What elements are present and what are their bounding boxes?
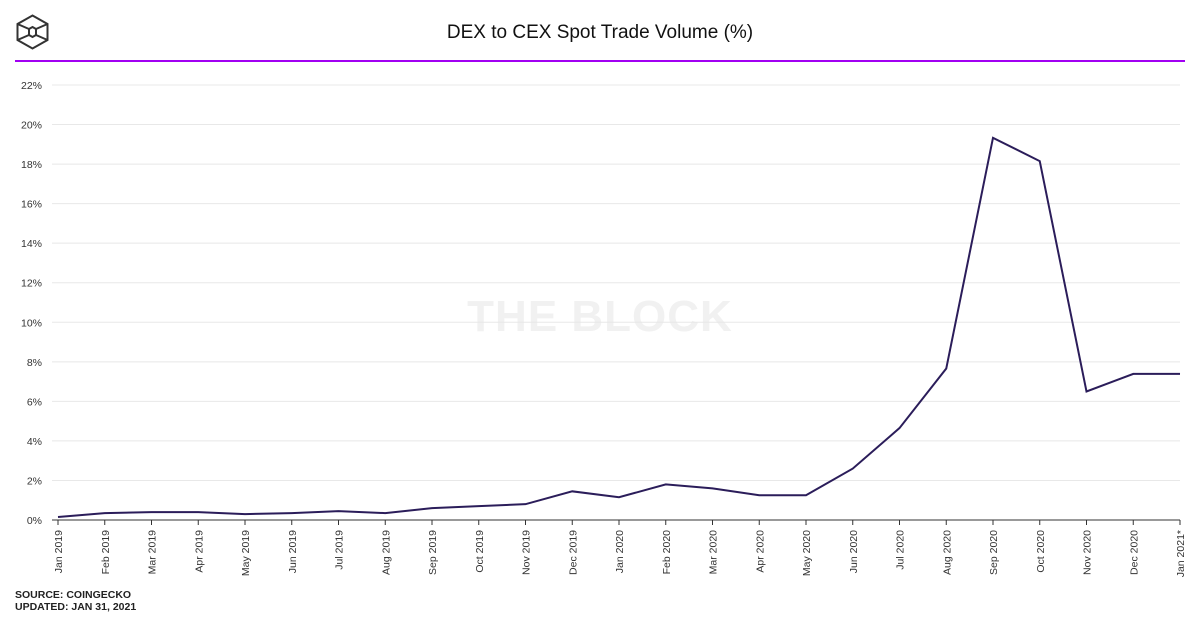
y-tick-label: 6%: [27, 396, 42, 408]
y-tick-label: 2%: [27, 475, 42, 487]
x-tick-label: May 2020: [801, 530, 813, 576]
y-tick-label: 22%: [21, 80, 42, 92]
watermark: THE BLOCK: [467, 292, 733, 341]
x-tick-label: Jul 2020: [895, 530, 907, 570]
updated-text: UPDATED: JAN 31, 2021: [15, 601, 137, 613]
y-tick-label: 0%: [27, 515, 42, 527]
y-tick-label: 16%: [21, 199, 42, 211]
x-tick-label: Aug 2019: [380, 530, 392, 575]
x-tick-label: Apr 2019: [193, 530, 205, 573]
y-tick-label: 8%: [27, 357, 42, 369]
x-tick-label: Jan 2021*: [1175, 530, 1187, 577]
x-tick-label: Jun 2019: [287, 530, 299, 573]
header-divider: [15, 60, 1185, 62]
y-tick-label: 14%: [21, 238, 42, 250]
y-tick-label: 18%: [21, 159, 42, 171]
source-note: SOURCE: COINGECKO UPDATED: JAN 31, 2021: [15, 589, 136, 613]
y-tick-label: 4%: [27, 436, 42, 448]
x-tick-label: Nov 2020: [1082, 530, 1094, 575]
x-tick-label: Feb 2020: [661, 530, 673, 575]
x-tick-label: Jan 2019: [53, 530, 65, 573]
y-tick-label: 10%: [21, 317, 42, 329]
source-text: SOURCE: COINGECKO: [15, 589, 132, 601]
x-tick-label: Sep 2020: [988, 530, 1000, 575]
y-tick-label: 12%: [21, 278, 42, 290]
x-tick-label: Oct 2020: [1035, 530, 1047, 573]
chart-title: DEX to CEX Spot Trade Volume (%): [446, 22, 754, 43]
x-tick-label: Sep 2019: [427, 530, 439, 575]
x-tick-label: Dec 2020: [1128, 530, 1140, 575]
x-tick-label: Mar 2020: [708, 530, 720, 575]
x-tick-label: May 2019: [240, 530, 252, 576]
x-tick-label: Aug 2020: [941, 530, 953, 575]
x-tick-label: Feb 2019: [100, 530, 112, 575]
series-line: [57, 136, 1180, 519]
the-block-logo: [15, 14, 51, 55]
x-tick-label: Jun 2020: [848, 530, 860, 573]
x-tick-label: Jan 2020: [614, 530, 626, 573]
x-tick-label: Apr 2020: [754, 530, 766, 573]
x-tick-label: Jul 2019: [334, 530, 346, 570]
y-tick-label: 20%: [21, 120, 42, 132]
x-tick-label: Mar 2019: [147, 530, 159, 575]
x-tick-label: Oct 2019: [474, 530, 486, 573]
x-tick-label: Dec 2019: [567, 530, 579, 575]
x-tick-label: Nov 2019: [521, 530, 533, 575]
